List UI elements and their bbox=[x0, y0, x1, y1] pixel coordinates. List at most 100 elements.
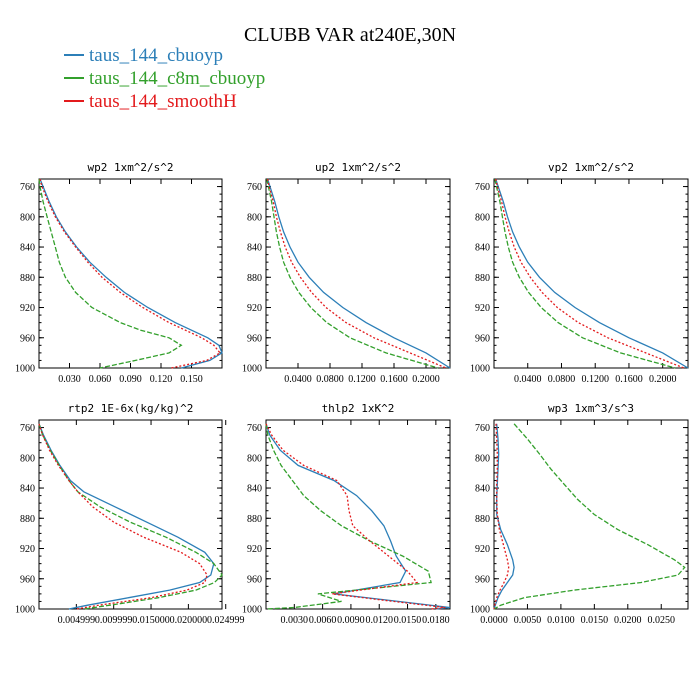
y-tick-label: 840 bbox=[20, 243, 35, 254]
series-line-0 bbox=[38, 423, 215, 610]
panel-title: up2 1xm^2/s^2 bbox=[315, 161, 401, 174]
panel-frame bbox=[265, 419, 451, 610]
panel-title: rtp2 1E-6x(kg/kg)^2 bbox=[68, 402, 194, 415]
y-tick-label: 960 bbox=[20, 574, 35, 585]
x-tick-label: 0.0100 bbox=[547, 615, 575, 626]
legend-label-2: taus_144_smoothH bbox=[89, 91, 237, 112]
y-tick-label: 920 bbox=[20, 303, 35, 314]
series-line-1 bbox=[38, 178, 183, 369]
x-tick-label: 0.150 bbox=[180, 374, 203, 385]
legend-label-0: taus_144_cbuoyp bbox=[89, 45, 223, 66]
series-line-2 bbox=[493, 423, 510, 610]
x-tick-label: 0.0800 bbox=[316, 374, 344, 385]
x-tick-label: 0.0200 bbox=[614, 615, 642, 626]
x-tick-label: 0.0120 bbox=[365, 615, 393, 626]
panel-title: wp2 1xm^2/s^2 bbox=[87, 161, 173, 174]
x-tick-label: 0.1600 bbox=[380, 374, 408, 385]
y-tick-label: 880 bbox=[475, 273, 490, 284]
panel-5: wp3 1xm^3/s^3 760 800 840 880 920 960 10000.000… bbox=[470, 402, 689, 626]
y-tick-label: 920 bbox=[247, 303, 262, 314]
legend: taus_144_cbuoyp taus_144_c8m_cbuoyp taus… bbox=[64, 45, 265, 112]
y-tick-label: 920 bbox=[475, 303, 490, 314]
series-line-0 bbox=[493, 423, 515, 610]
y-tick-label: 880 bbox=[20, 273, 35, 284]
x-tick-label: 0.0060 bbox=[309, 615, 337, 626]
x-tick-label: 0.1200 bbox=[581, 374, 609, 385]
x-tick-label: 0.090 bbox=[119, 374, 142, 385]
legend-label-1: taus_144_c8m_cbuoyp bbox=[89, 68, 265, 89]
panel-title: wp3 1xm^3/s^3 bbox=[548, 402, 634, 415]
series-line-2 bbox=[38, 423, 208, 610]
y-tick-label: 1000 bbox=[15, 364, 35, 375]
y-tick-label: 920 bbox=[20, 544, 35, 555]
y-tick-label: 800 bbox=[247, 212, 262, 223]
series-line-1 bbox=[494, 178, 676, 369]
x-tick-label: 0.0090 bbox=[337, 615, 365, 626]
y-tick-label: 960 bbox=[20, 333, 35, 344]
y-tick-label: 800 bbox=[475, 212, 490, 223]
x-tick-label: 0.060 bbox=[89, 374, 112, 385]
x-tick-label: 0.004999 bbox=[58, 615, 96, 626]
x-tick-label: 0.0000 bbox=[480, 615, 508, 626]
panel-3: rtp2 1E-6x(kg/kg)^2 760 800 840 880 920 960 100… bbox=[15, 402, 244, 626]
y-tick-label: 1000 bbox=[470, 364, 490, 375]
y-tick-label: 960 bbox=[247, 574, 262, 585]
y-tick-label: 880 bbox=[247, 514, 262, 525]
panel-frame bbox=[38, 178, 223, 369]
y-tick-label: 880 bbox=[475, 514, 490, 525]
series-line-0 bbox=[266, 178, 451, 369]
y-tick-label: 760 bbox=[20, 423, 35, 434]
x-tick-label: 0.1600 bbox=[615, 374, 643, 385]
x-tick-label: 0.015000 bbox=[132, 615, 170, 626]
series-line-0 bbox=[495, 178, 689, 369]
panel-1: up2 1xm^2/s^2 760 800 840 880 920 960 1000 0.040… bbox=[242, 161, 451, 385]
y-tick-label: 1000 bbox=[15, 605, 35, 616]
y-tick-label: 800 bbox=[20, 212, 35, 223]
x-tick-label: 0.020000 bbox=[170, 615, 208, 626]
series-line-2 bbox=[495, 178, 685, 369]
y-tick-label: 840 bbox=[475, 243, 490, 254]
series-line-1 bbox=[265, 423, 432, 610]
x-tick-label: 0.0250 bbox=[647, 615, 675, 626]
y-tick-label: 960 bbox=[247, 333, 262, 344]
panel-0: wp2 1xm^2/s^2 760 800 840 880 920 960 1000 0.030… bbox=[15, 161, 223, 385]
x-tick-label: 0.024999 bbox=[207, 615, 245, 626]
x-tick-label: 0.0050 bbox=[514, 615, 542, 626]
panel-2: vp2 1xm^2/s^2 760 800 840 880 920 960 1000 0.040… bbox=[470, 161, 689, 385]
y-tick-label: 1000 bbox=[242, 605, 262, 616]
x-tick-label: 0.0800 bbox=[548, 374, 576, 385]
y-tick-label: 760 bbox=[475, 182, 490, 193]
figure-title: CLUBB VAR at240E,30N bbox=[244, 24, 456, 46]
y-tick-label: 1000 bbox=[242, 364, 262, 375]
y-tick-label: 800 bbox=[475, 453, 490, 464]
series-line-1 bbox=[266, 178, 439, 369]
x-tick-label: 0.2000 bbox=[412, 374, 440, 385]
x-tick-label: 0.0180 bbox=[422, 615, 450, 626]
y-tick-label: 880 bbox=[20, 514, 35, 525]
y-tick-label: 920 bbox=[475, 544, 490, 555]
panel-frame bbox=[493, 419, 689, 610]
panel-title: thlp2 1xK^2 bbox=[322, 402, 395, 415]
x-tick-label: 0.0150 bbox=[581, 615, 609, 626]
x-tick-label: 0.0400 bbox=[514, 374, 542, 385]
series-line-1 bbox=[38, 423, 223, 610]
y-tick-label: 840 bbox=[475, 484, 490, 495]
y-tick-label: 960 bbox=[475, 574, 490, 585]
series-line-2 bbox=[39, 178, 221, 369]
x-tick-label: 0.2000 bbox=[649, 374, 677, 385]
y-tick-label: 800 bbox=[20, 453, 35, 464]
y-tick-label: 960 bbox=[475, 333, 490, 344]
y-tick-label: 760 bbox=[247, 423, 262, 434]
y-tick-label: 920 bbox=[247, 544, 262, 555]
series-line-0 bbox=[39, 178, 223, 369]
x-tick-label: 0.120 bbox=[150, 374, 173, 385]
y-tick-label: 760 bbox=[247, 182, 262, 193]
x-tick-label: 0.009999 bbox=[95, 615, 133, 626]
panel-frame bbox=[38, 419, 223, 610]
x-tick-label: 0.0150 bbox=[394, 615, 422, 626]
y-tick-label: 800 bbox=[247, 453, 262, 464]
series-line-2 bbox=[265, 423, 446, 610]
series-line-0 bbox=[265, 423, 451, 610]
